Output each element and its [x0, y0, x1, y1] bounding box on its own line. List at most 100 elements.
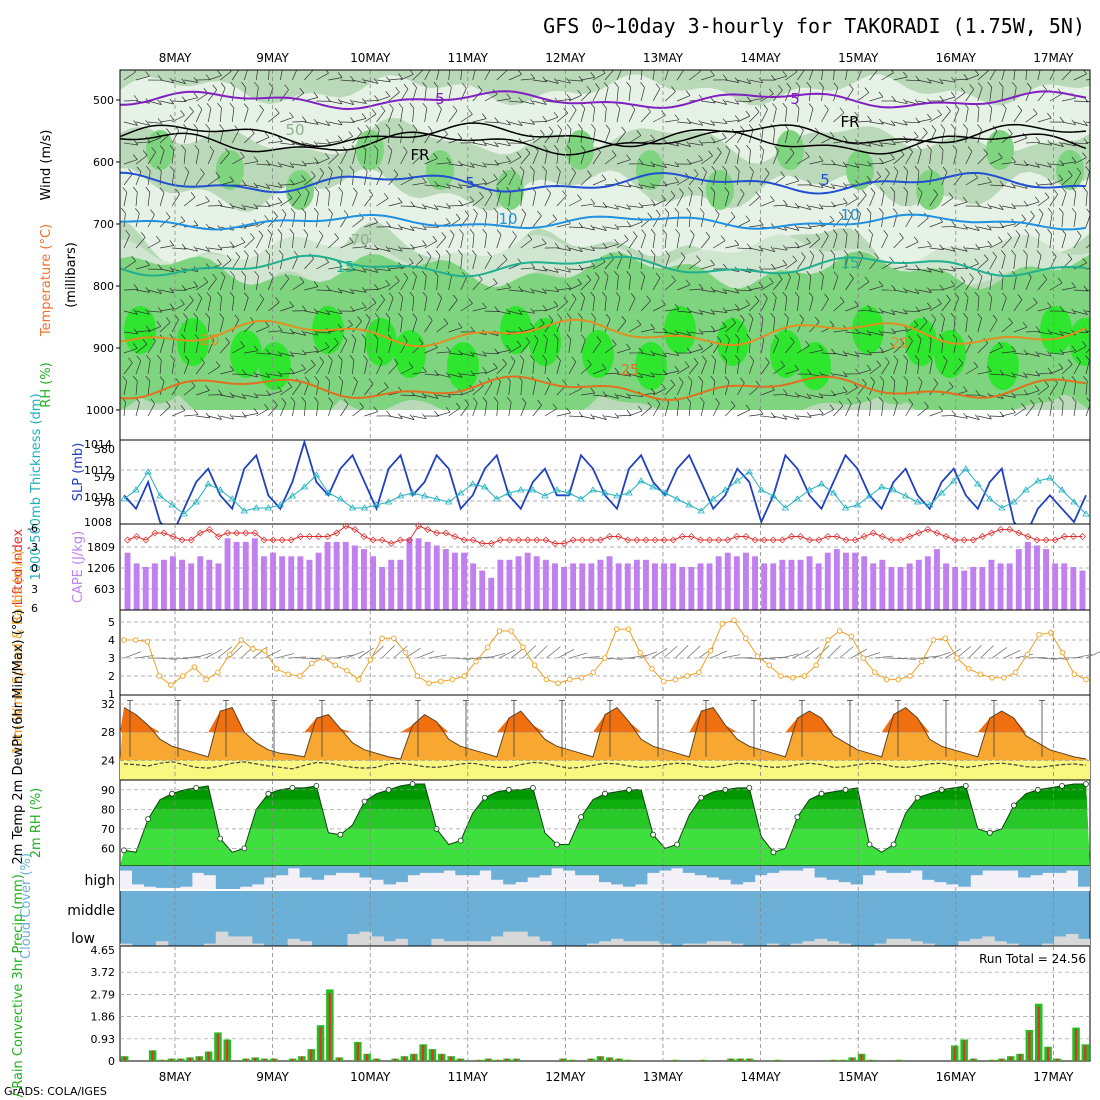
rh-bright-blob: [664, 306, 696, 354]
upper-wind-barb-flag: [566, 245, 571, 251]
upper-wind-barb: [304, 258, 314, 270]
upper-wind-barb: [1037, 279, 1048, 291]
upper-wind-barb-flag: [1007, 232, 1012, 239]
upper-wind-barb-flag: [710, 136, 716, 143]
upper-wind-barb: [761, 298, 768, 312]
upper-wind-barb: [592, 88, 600, 102]
upper-wind-barb: [724, 339, 730, 354]
upper-wind-barb: [821, 352, 836, 355]
upper-wind-barb-flag: [1023, 249, 1028, 256]
upper-wind-barb: [400, 394, 415, 396]
cape-bar: [324, 541, 331, 610]
upper-wind-barb: [244, 394, 259, 399]
upper-wind-barb-flag: [1011, 203, 1016, 209]
upper-wind-barb: [352, 150, 357, 165]
upper-wind-barb: [195, 298, 203, 312]
upper-wind-barb: [640, 406, 652, 417]
lifted-index-marker: [696, 536, 704, 544]
upper-wind-barb: [568, 361, 577, 375]
upper-wind-barb-flag: [244, 250, 249, 256]
cape-bar: [943, 563, 949, 610]
upper-wind-barb: [616, 184, 631, 188]
upper-wind-barb: [785, 318, 789, 333]
upper-wind-barb: [893, 343, 905, 354]
upper-wind-barb: [833, 184, 848, 189]
cloud-high-bar: [874, 866, 887, 871]
upper-wind-barb: [556, 339, 559, 354]
upper-wind-barb: [219, 318, 224, 333]
upper-wind-barb-flag: [1093, 234, 1097, 239]
upper-wind-barb: [676, 177, 690, 186]
rh-bright-blob: [365, 318, 397, 366]
upper-wind-barb-flag: [847, 398, 852, 404]
upper-wind-barb-flag: [818, 392, 824, 399]
upper-wind-barb: [677, 121, 692, 124]
upper-wind-barb-flag: [615, 292, 621, 298]
upper-wind-barb-flag: [264, 403, 269, 410]
upper-wind-barb-flag: [783, 199, 788, 206]
top-date-2: 9MAY: [256, 51, 289, 65]
rh2m-marker: [770, 849, 777, 856]
upper-wind-barb-flag: [602, 225, 607, 231]
upper-wind-barb: [484, 283, 498, 291]
upper-wind-barb-flag: [710, 286, 716, 293]
temp2m-tick-label: 32: [101, 698, 115, 711]
upper-wind-barb-flag: [259, 293, 265, 300]
upper-wind-barb: [400, 129, 403, 144]
upper-wind-barb: [412, 343, 424, 354]
thickness-marker: [889, 486, 898, 493]
thickness-marker: [1010, 498, 1018, 505]
upper-wind-barb-flag: [326, 138, 331, 145]
upper-wind-barb-flag: [556, 166, 561, 172]
upper-wind-barb-flag: [891, 284, 896, 291]
lifted-index-marker: [942, 533, 950, 540]
slp-tick-label: 1014: [84, 438, 112, 451]
upper-wind-barb-flag: [353, 187, 358, 194]
upper-wind-barb-flag: [782, 70, 788, 77]
upper-wind-barb: [400, 277, 409, 291]
upper-wind-barb: [172, 247, 187, 250]
cape-bar: [488, 577, 495, 611]
upper-wind-barb-flag: [809, 250, 815, 256]
upper-wind-barb-flag: [361, 267, 367, 273]
thickness-marker: [336, 495, 345, 502]
upper-wind-barb-flag: [734, 239, 740, 246]
upper-wind-barb: [977, 108, 980, 123]
upper-wind-barb: [208, 75, 222, 81]
upper-wind-barb-flag: [284, 84, 289, 90]
upper-wind-barb: [701, 330, 716, 333]
precip-convective-bar: [860, 1054, 863, 1061]
wind10-barb: [980, 645, 994, 659]
upper-wind-barb-flag: [205, 385, 210, 391]
upper-wind-barb: [352, 339, 357, 354]
upper-wind-barb: [989, 157, 1003, 165]
upper-wind-barb-flag: [217, 389, 223, 395]
cape-bar: [279, 556, 286, 611]
upper-wind-barb: [941, 247, 956, 252]
upper-wind-barb: [556, 99, 571, 102]
upper-wind-barb: [256, 136, 270, 144]
upper-wind-barb-flag: [927, 77, 932, 84]
upper-wind-barb: [1061, 310, 1076, 315]
upper-wind-barb: [123, 260, 136, 270]
upper-wind-barb-flag: [587, 359, 592, 365]
upper-wind-barb-flag: [879, 186, 885, 193]
upper-wind-barb-flag: [299, 277, 305, 283]
upper-wind-barb-flag: [794, 291, 800, 298]
upper-wind-barb-flag: [529, 354, 535, 361]
cape-bar: [288, 556, 295, 611]
cape-bar: [506, 559, 513, 610]
upper-wind-barb: [773, 264, 787, 270]
upper-wind-barb-flag: [445, 406, 451, 413]
upper-wind-barb: [1037, 234, 1040, 249]
upper-wind-barb: [592, 368, 607, 375]
upper-wind-barb-flag: [758, 408, 764, 415]
upper-wind-barb: [1073, 289, 1088, 292]
upper-wind-barb: [436, 323, 449, 333]
lifted-index-marker: [405, 536, 413, 544]
upper-wind-barb: [628, 87, 631, 102]
upper-wind-barb-flag: [1035, 351, 1040, 357]
upper-wind-barb: [713, 326, 727, 333]
upper-wind-barb-flag: [630, 293, 636, 299]
